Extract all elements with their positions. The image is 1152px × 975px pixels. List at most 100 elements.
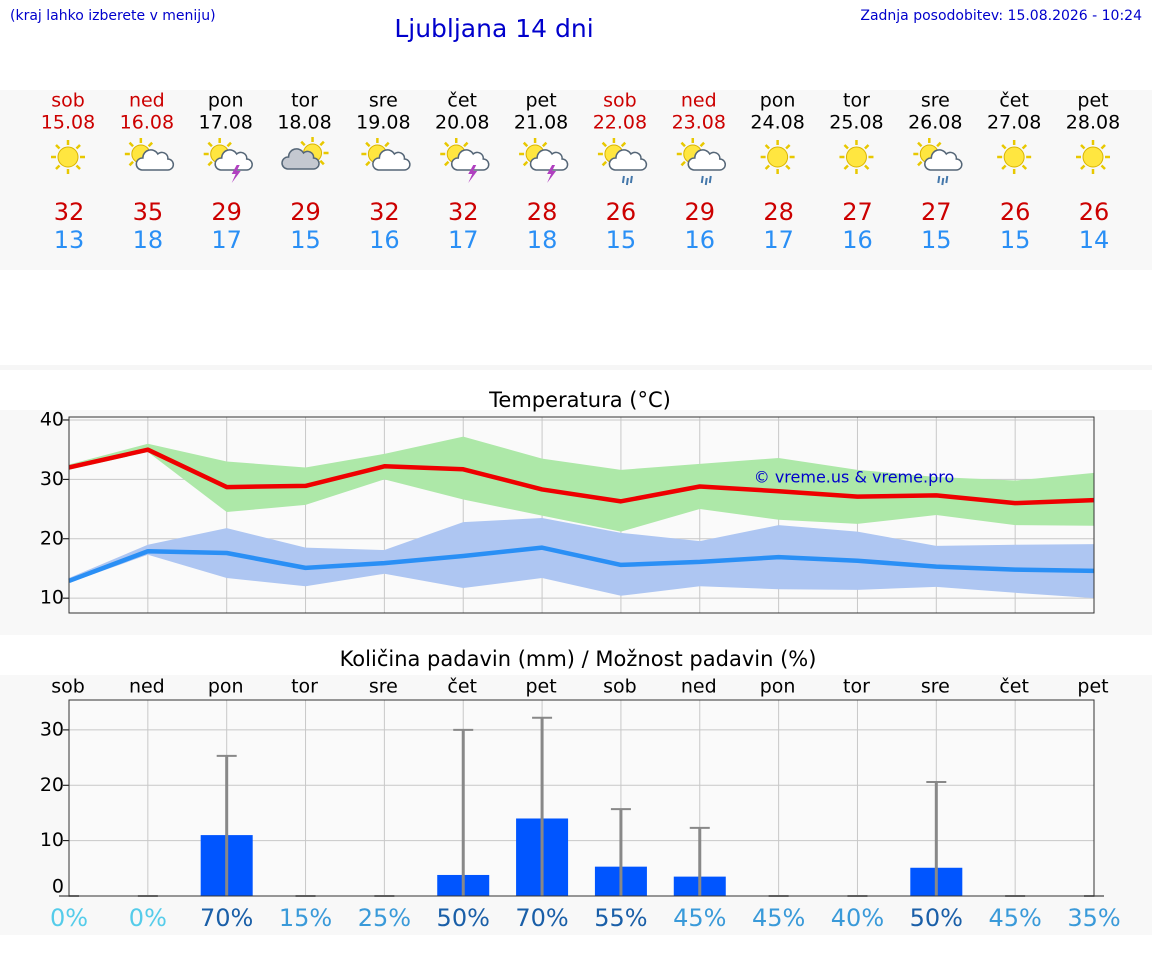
sun-ray (522, 160, 529, 167)
probability-label: 0% (129, 904, 167, 932)
page-title: Ljubljana 14 dni (394, 14, 593, 43)
cloud (372, 149, 411, 171)
sun-ray (75, 144, 81, 150)
sun-ray (55, 144, 61, 150)
day-date: 26.08 (908, 112, 962, 134)
temp-max: 26 (606, 198, 637, 226)
temp-max: 29 (211, 198, 242, 226)
weather-icon (281, 137, 329, 170)
probability-label: 25% (358, 904, 411, 932)
x-tick-label: sob (603, 676, 637, 698)
sun-ray (764, 164, 771, 170)
plot-border (68, 699, 1095, 897)
rain-drop (941, 177, 945, 186)
cloud (135, 149, 175, 171)
sun-ray (541, 141, 548, 148)
day-date: 18.08 (277, 112, 331, 134)
weather-icon (519, 138, 569, 183)
sun-ray (128, 141, 134, 148)
day-name: čet (447, 90, 477, 112)
updated: Zadnja posodobitev: 15.08.2026 - 10:24 (860, 8, 1142, 24)
day-name: ned (681, 90, 717, 112)
sun-ray (680, 160, 686, 167)
y-tick-label: 20 (40, 774, 64, 796)
rain-drop (625, 177, 629, 186)
weather-icon (760, 140, 795, 174)
x-tick-label: pon (208, 676, 244, 698)
sun-ray (226, 141, 232, 148)
x-tick-label: pet (525, 676, 556, 698)
temp-min: 16 (842, 226, 873, 254)
rain-drop (621, 175, 625, 184)
sun-ray (365, 141, 371, 148)
cloud (529, 149, 569, 171)
y-tick-label: 30 (40, 468, 64, 490)
weather-icon (839, 140, 874, 174)
line-series (68, 545, 1095, 584)
rain-drop (708, 175, 712, 184)
day-name: tor (843, 90, 870, 112)
x-tick-label: sre (921, 676, 950, 698)
x-tick-label: pet (1077, 676, 1108, 698)
temp-max: 32 (369, 198, 400, 226)
weather-icon (361, 138, 411, 171)
weather-icon (913, 138, 963, 186)
y-tick-label: 10 (40, 587, 64, 609)
x-tick-label: sre (369, 676, 398, 698)
x-tick-label: pon (760, 676, 796, 698)
cloud (450, 149, 490, 171)
temp-min: 16 (684, 226, 715, 254)
day-name: pon (208, 90, 244, 112)
day-name: sre (369, 90, 398, 112)
rain-drop (700, 175, 704, 184)
day-date: 23.08 (672, 112, 726, 134)
day-date: 25.08 (829, 112, 883, 134)
cloud (214, 149, 253, 171)
separator (0, 365, 1152, 370)
y-tick-label: 0 (52, 876, 64, 898)
sun-ray (1080, 144, 1086, 150)
temp-max: 26 (1079, 198, 1110, 226)
weather-icon (203, 138, 253, 183)
day-date: 20.08 (435, 112, 489, 134)
temp-min: 18 (133, 226, 164, 254)
probability-label: 70% (515, 904, 568, 932)
sun-ray (601, 141, 608, 148)
temp-max: 29 (290, 198, 321, 226)
probability-label: 50% (910, 904, 963, 932)
day-date: 22.08 (593, 112, 647, 134)
temp-min: 15 (606, 226, 637, 254)
day-name: čet (999, 90, 1029, 112)
sun-ray (1100, 164, 1106, 170)
bolt (547, 165, 557, 183)
hint: (kraj lahko izberete v meniju) (10, 8, 216, 24)
temp-max: 35 (133, 198, 164, 226)
sun-ray (680, 141, 686, 148)
temp-max: 29 (684, 198, 715, 226)
sun-ray (444, 160, 450, 167)
sun-ray (601, 160, 608, 167)
sun-disc (845, 146, 867, 168)
probability-label: 35% (1067, 904, 1120, 932)
day-date: 24.08 (750, 112, 804, 134)
sun-ray (785, 164, 791, 170)
x-tick-label: čet (999, 676, 1029, 698)
day-date: 28.08 (1066, 112, 1120, 134)
chart-title: Količina padavin (mm) / Možnost padavin … (340, 647, 817, 671)
bolt (468, 165, 478, 183)
temp-min: 17 (211, 226, 242, 254)
temp-min: 18 (527, 226, 558, 254)
range-band (69, 436, 1094, 532)
sun-ray (384, 141, 390, 148)
temp-max: 28 (763, 198, 794, 226)
weather-icon (1076, 140, 1110, 174)
x-tick-label: ned (681, 676, 717, 698)
x-tick-label: tor (291, 676, 318, 698)
x-tick-label: čet (447, 676, 477, 698)
temp-max: 27 (921, 198, 952, 226)
probability-label: 45% (752, 904, 805, 932)
temp-max: 27 (842, 198, 873, 226)
probability-label: 45% (673, 904, 726, 932)
sun-ray (319, 140, 325, 147)
